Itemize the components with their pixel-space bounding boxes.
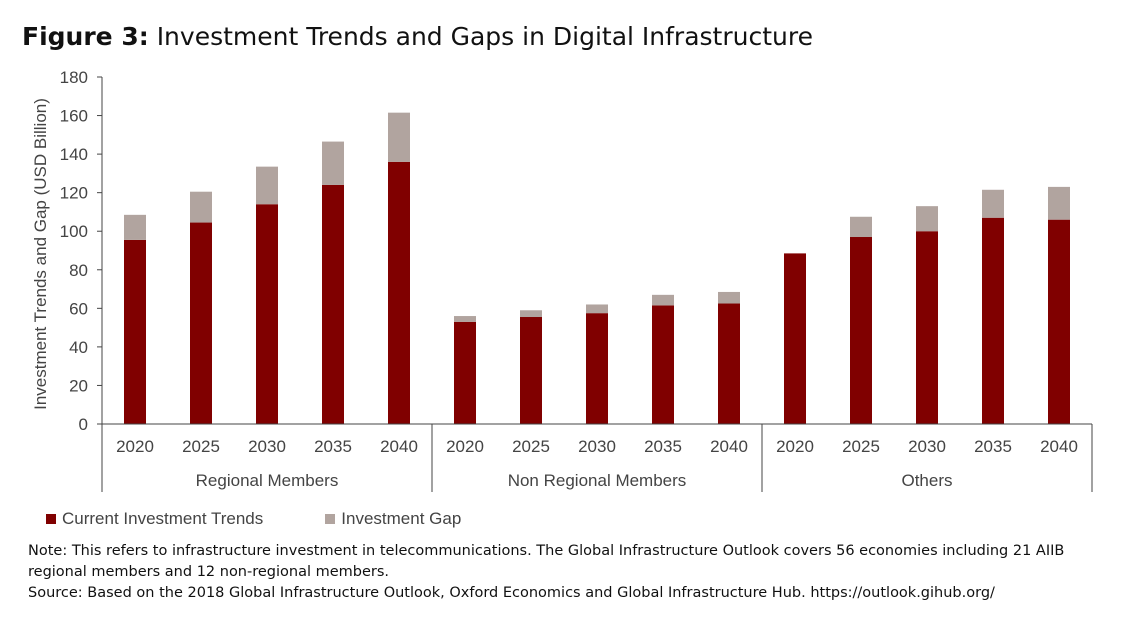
y-tick-label: 180 [60,68,88,87]
source-text: Source: Based on the 2018 Global Infrast… [28,585,995,601]
legend-item-gap: Investment Gap [325,509,461,529]
x-tick-label: 2030 [248,437,286,456]
bar-investment-gap [850,216,872,238]
legend-label-gap: Investment Gap [341,509,462,528]
legend: Current Investment Trends Investment Gap [46,509,461,529]
bar-current-investment [850,237,872,424]
note-text: Note: This refers to infrastructure inve… [28,543,1065,580]
y-axis-label: Investment Trends and Gap (USD Billion) [31,98,50,410]
y-tick-label: 40 [69,338,88,357]
x-tick-label: 2035 [644,437,682,456]
x-tick-label: 2025 [842,437,880,456]
legend-swatch-current [46,514,56,524]
x-tick-label: 2025 [182,437,220,456]
bar-current-investment [124,239,146,424]
figure-label: Figure 3 [22,22,139,51]
bar-investment-gap [454,316,476,322]
bar-investment-gap [256,166,278,205]
group-label: Others [901,471,952,490]
bar-investment-gap [586,304,608,314]
bar-current-investment [1048,219,1070,424]
x-tick-label: 2035 [314,437,352,456]
legend-swatch-gap [325,514,336,524]
figure-separator: : [138,22,149,51]
x-tick-label: 2035 [974,437,1012,456]
y-tick-label: 20 [69,376,88,395]
y-tick-label: 100 [60,222,88,241]
bar-current-investment [652,305,674,424]
legend-item-current: Current Investment Trends [46,509,263,529]
bar-investment-gap [124,214,146,240]
bar-investment-gap [982,189,1004,218]
x-tick-label: 2020 [776,437,814,456]
bar-investment-gap [916,206,938,232]
bar-current-investment [454,321,476,424]
x-tick-label: 2040 [380,437,418,456]
bar-current-investment [388,161,410,425]
figure-title: Figure 3: Investment Trends and Gaps in … [22,22,813,51]
x-tick-label: 2040 [1040,437,1078,456]
legend-label-current: Current Investment Trends [62,509,264,528]
x-tick-label: 2025 [512,437,550,456]
x-tick-label: 2030 [578,437,616,456]
bar-current-investment [322,184,344,424]
bar-investment-gap [718,291,740,304]
bar-investment-gap [1048,186,1070,220]
bar-current-investment [784,253,806,424]
x-tick-label: 2020 [446,437,484,456]
bar-investment-gap [322,141,344,185]
y-tick-label: 80 [69,261,88,280]
x-tick-label: 2020 [116,437,154,456]
x-axis: 2020 2025 2030 2035 2040 Regional Members 2020… [101,423,1093,492]
y-tick-label: 60 [69,299,88,318]
x-tick-label: 2030 [908,437,946,456]
bar-investment-gap [652,294,674,306]
y-tick-label: 120 [60,184,88,203]
y-tick-label: 160 [60,107,88,126]
y-axis: 0 20 40 60 80 100 120 140 160 180 [60,68,103,434]
bars [124,112,1070,425]
bar-current-investment [190,222,212,424]
bar-current-investment [916,231,938,424]
y-tick-label: 140 [60,145,88,164]
bar-current-investment [256,204,278,424]
y-tick-label: 0 [79,415,88,434]
bar-investment-gap [520,310,542,318]
group-label: Regional Members [196,471,339,490]
bar-current-investment [520,317,542,424]
bar-investment-gap [190,191,212,223]
x-tick-label: 2040 [710,437,748,456]
bar-current-investment [586,313,608,424]
bar-investment-gap [388,112,410,162]
figure-notes: Note: This refers to infrastructure inve… [28,541,1118,604]
figure-title-text: Investment Trends and Gaps in Digital In… [156,22,813,51]
bar-current-investment [718,303,740,424]
bar-current-investment [982,217,1004,424]
group-label: Non Regional Members [508,471,687,490]
